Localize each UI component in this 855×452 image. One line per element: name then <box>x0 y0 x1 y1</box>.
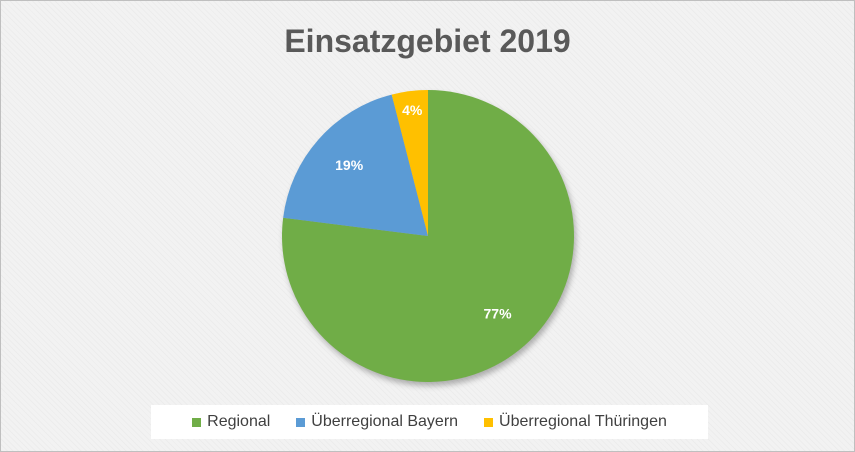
legend-item-0: Regional <box>192 413 270 431</box>
legend-label-2: Überregional Thüringen <box>499 413 667 430</box>
chart-legend: Regional Überregional Bayern Überregional … <box>151 405 708 439</box>
slice-label-0: 77% <box>484 306 513 322</box>
pie-slice-1 <box>283 94 428 237</box>
slice-label-2: 4% <box>402 102 423 118</box>
legend-item-1: Überregional Bayern <box>296 413 458 431</box>
legend-label-1: Überregional Bayern <box>311 413 459 430</box>
slice-label-1: 19% <box>335 157 364 173</box>
legend-swatch-2 <box>484 417 494 427</box>
legend-swatch-0 <box>192 417 202 427</box>
legend-label-0: Regional <box>207 413 271 430</box>
pie-slice-2 <box>391 90 428 236</box>
legend-item-2: Überregional Thüringen <box>484 413 667 431</box>
legend-swatch-1 <box>296 417 306 427</box>
chart-title: Einsatzgebiet 2019 <box>284 23 571 59</box>
